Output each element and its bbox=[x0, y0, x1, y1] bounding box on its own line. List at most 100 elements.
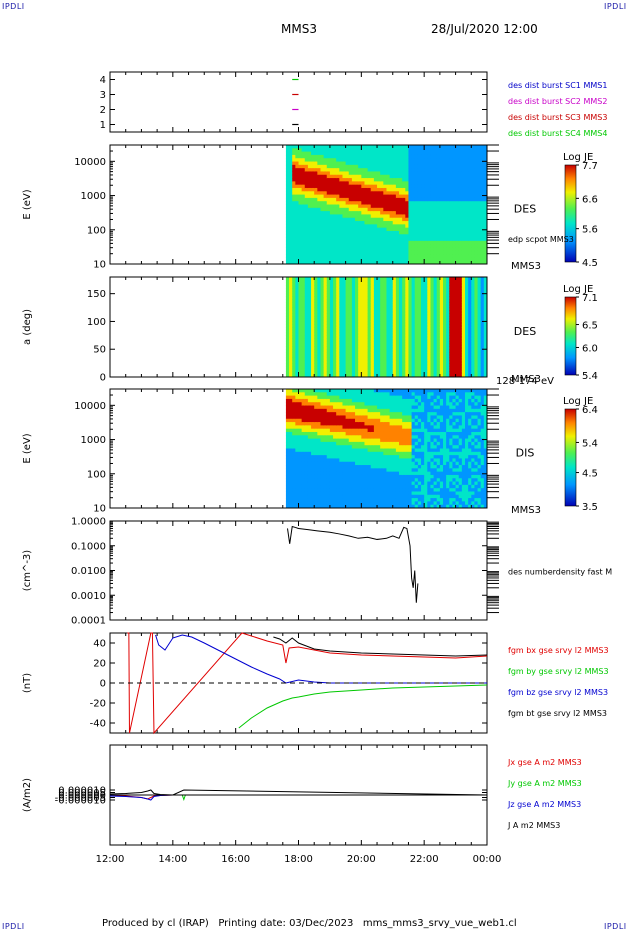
des-pitch-spectrogram-cell bbox=[289, 340, 293, 345]
des-pitch-spectrogram-cell bbox=[483, 324, 488, 328]
des-pitch-spectrogram-cell bbox=[301, 365, 306, 370]
des-pitch-spectrogram-cell bbox=[483, 302, 488, 306]
des-pitch-spectrogram-cell bbox=[358, 293, 362, 297]
des-pitch-spectrogram-cell bbox=[436, 293, 441, 297]
des-pitch-spectrogram-cell bbox=[298, 340, 303, 345]
des-energy-spectrogram-cell bbox=[364, 244, 369, 248]
des-pitch-spectrogram-cell bbox=[361, 332, 365, 336]
des-energy-spectrogram-cell bbox=[351, 250, 356, 255]
des-energy-spectrogram-cell bbox=[377, 191, 381, 196]
des-pitch-spectrogram-cell bbox=[443, 324, 447, 328]
des-pitch-spectrogram-cell bbox=[449, 343, 453, 347]
des-pitch-spectrogram-cell bbox=[455, 288, 460, 292]
des-energy-spectrogram-cell bbox=[461, 158, 466, 163]
des-energy-spectrogram-cell bbox=[370, 168, 375, 172]
des-pitch-spectrogram-cell bbox=[483, 279, 488, 284]
des-pitch-spectrogram-cell bbox=[329, 310, 334, 314]
des-pitch-spectrogram-cell bbox=[477, 302, 482, 306]
des-energy-spectrogram-cell bbox=[411, 171, 416, 176]
des-pitch-spectrogram-cell bbox=[480, 368, 485, 372]
des-pitch-spectrogram-cell bbox=[351, 282, 356, 286]
des-energy-spectrogram-cell bbox=[361, 161, 365, 166]
des-energy-spectrogram-cell bbox=[433, 187, 438, 192]
des-pitch-spectrogram-cell bbox=[399, 304, 403, 309]
des-pitch-spectrogram-cell bbox=[295, 324, 299, 328]
des-pitch-spectrogram-cell bbox=[370, 371, 375, 375]
des-pitch-spectrogram-cell bbox=[361, 343, 365, 347]
des-pitch-spectrogram-cell bbox=[468, 327, 472, 331]
des-energy-spectrogram-cell bbox=[339, 214, 343, 219]
des-energy-spectrogram-cell bbox=[461, 204, 466, 209]
des-energy-spectrogram-cell bbox=[455, 148, 460, 153]
des-energy-spectrogram-cell bbox=[295, 168, 299, 172]
des-pitch-spectrogram-cell bbox=[386, 288, 391, 292]
des-pitch-spectrogram-cell bbox=[483, 346, 488, 350]
des-pitch-spectrogram-cell bbox=[370, 374, 375, 378]
des-energy-spectrogram-cell bbox=[373, 211, 378, 215]
des-energy-spectrogram-cell bbox=[317, 260, 321, 265]
des-energy-spectrogram-cell bbox=[304, 158, 309, 163]
des-energy-spectrogram-cell bbox=[339, 184, 343, 189]
des-pitch-spectrogram-cell bbox=[336, 296, 340, 300]
des-energy-spectrogram-cell bbox=[289, 234, 293, 239]
des-pitch-spectrogram-cell bbox=[468, 329, 472, 334]
des-energy-spectrogram-cell bbox=[336, 214, 340, 219]
des-pitch-spectrogram-cell bbox=[443, 332, 447, 336]
des-pitch-spectrogram-cell bbox=[421, 349, 425, 353]
des-energy-spectrogram-cell bbox=[298, 181, 303, 186]
des-energy-spectrogram-cell bbox=[298, 207, 303, 212]
des-energy-spectrogram-cell bbox=[339, 145, 343, 149]
des-pitch-spectrogram-cell bbox=[342, 354, 347, 359]
des-pitch-spectrogram-cell bbox=[373, 340, 378, 345]
des-energy-spectrogram-cell bbox=[380, 237, 384, 242]
des-energy-spectrogram-cell bbox=[383, 158, 387, 163]
des-pitch-spectrogram-cell bbox=[471, 304, 475, 309]
des-pitch-spectrogram-cell bbox=[414, 321, 419, 325]
des-pitch-spectrogram-cell bbox=[468, 279, 472, 284]
des-energy-spectrogram-cell bbox=[304, 151, 309, 156]
des-energy-spectrogram-cell bbox=[430, 174, 435, 179]
des-pitch-spectrogram-cell bbox=[298, 363, 303, 367]
des-pitch-spectrogram-cell bbox=[449, 352, 453, 356]
des-energy-spectrogram-cell bbox=[452, 145, 457, 149]
des-pitch-spectrogram-cell bbox=[339, 346, 343, 350]
des-pitch-spectrogram-cell bbox=[339, 293, 343, 297]
des-energy-spectrogram-cell bbox=[386, 254, 391, 258]
des-energy-spectrogram-cell bbox=[483, 148, 488, 153]
des-energy-spectrogram-cell bbox=[465, 221, 469, 225]
des-pitch-spectrogram-cell bbox=[421, 346, 425, 350]
des-pitch-spectrogram-cell bbox=[311, 324, 315, 328]
des-pitch-spectrogram-cell bbox=[373, 307, 378, 311]
des-pitch-spectrogram-cell bbox=[292, 338, 296, 342]
des-energy-spectrogram-cell bbox=[452, 151, 457, 156]
des-energy-spectrogram-cell bbox=[339, 234, 343, 239]
des-pitch-spectrogram-cell bbox=[345, 365, 350, 370]
des-pitch-spectrogram-cell bbox=[455, 307, 460, 311]
des-pitch-spectrogram-cell bbox=[474, 279, 479, 284]
des-pitch-spectrogram-cell bbox=[386, 318, 391, 322]
des-pitch-spectrogram-cell bbox=[458, 324, 463, 328]
dis-energy-spectrogram-cell bbox=[289, 412, 293, 416]
des-energy-spectrogram-cell bbox=[364, 221, 369, 225]
des-pitch-spectrogram-cell bbox=[292, 352, 296, 356]
des-energy-spectrogram-cell bbox=[389, 230, 394, 235]
des-pitch-spectrogram-cell bbox=[336, 352, 340, 356]
des-pitch-spectrogram-cell bbox=[417, 285, 422, 289]
dis-energy-spectrogram-cell bbox=[292, 484, 296, 489]
des-energy-spectrogram-cell bbox=[452, 174, 457, 179]
des-pitch-spectrogram-cell bbox=[402, 296, 406, 300]
des-pitch-spectrogram-cell bbox=[336, 310, 340, 314]
des-energy-spectrogram-cell bbox=[433, 164, 438, 169]
des-pitch-spectrogram-cell bbox=[367, 307, 372, 311]
des-pitch-spectrogram-cell bbox=[483, 299, 488, 303]
des-energy-spectrogram-cell bbox=[301, 168, 306, 172]
des-pitch-spectrogram-cell bbox=[408, 343, 413, 347]
des-pitch-spectrogram-cell bbox=[392, 321, 397, 325]
des-energy-spectrogram-cell bbox=[392, 151, 397, 156]
des-energy-spectrogram-cell bbox=[380, 201, 384, 205]
des-energy-spectrogram-cell bbox=[427, 240, 431, 245]
des-pitch-spectrogram-cell bbox=[320, 277, 325, 281]
des-energy-spectrogram-cell bbox=[339, 207, 343, 212]
des-energy-spectrogram-cell bbox=[389, 161, 394, 166]
des-pitch-spectrogram-cell bbox=[320, 365, 325, 370]
